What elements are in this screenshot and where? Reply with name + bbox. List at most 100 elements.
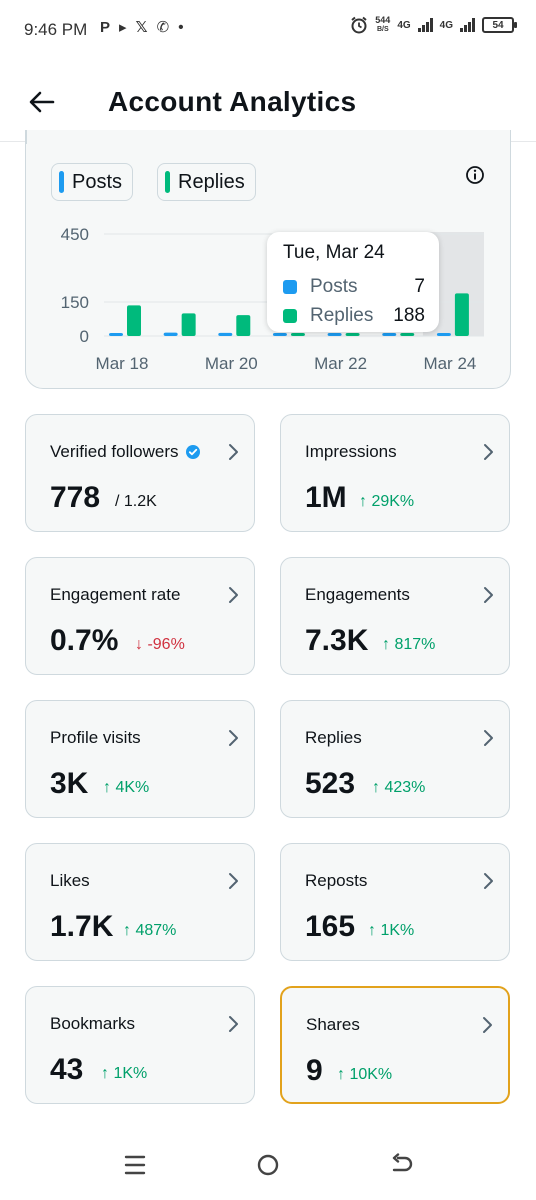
network-type-1: 4G — [397, 19, 411, 31]
stat-card-profile-visits[interactable]: Profile visits 3K ↑ 4K% — [25, 700, 255, 818]
info-icon[interactable] — [465, 165, 485, 185]
menu-icon — [124, 1155, 146, 1175]
stat-title-text: Profile visits — [50, 728, 141, 747]
bar-replies-mar-18[interactable] — [127, 305, 141, 336]
legend-posts-label: Posts — [72, 170, 123, 193]
stat-delta: ↑ 29K% — [359, 493, 415, 510]
home-button[interactable] — [254, 1152, 282, 1178]
x-tick-label: Mar 20 — [205, 354, 258, 373]
tooltip-posts-value: 7 — [414, 275, 425, 297]
bar-posts-mar-23[interactable] — [382, 333, 397, 336]
chevron-right-icon — [229, 444, 238, 460]
stat-delta: / 1.2K — [115, 493, 157, 510]
tooltip-posts-label: Posts — [310, 275, 358, 297]
stat-card-reposts[interactable]: Reposts 165 ↑ 1K% — [280, 843, 510, 961]
stat-value: 7.3K — [305, 624, 369, 657]
p-app-icon: P — [100, 19, 111, 36]
stat-title-text: Shares — [306, 1015, 360, 1034]
chevron-right-icon — [229, 587, 238, 603]
stat-value: 1.7K — [50, 910, 114, 943]
chevron-right-icon — [484, 873, 493, 889]
stat-card-shares[interactable]: Shares 9 ↑ 10K% — [280, 986, 510, 1104]
stat-title: Reposts — [305, 871, 367, 891]
bar-posts-mar-21[interactable] — [272, 333, 287, 336]
stat-card-bookmarks[interactable]: Bookmarks 43 ↑ 1K% — [25, 986, 255, 1104]
back-button[interactable] — [24, 84, 60, 120]
stat-title: Engagements — [305, 585, 410, 605]
play-app-icon: ▸ — [119, 19, 127, 36]
bar-replies-mar-22[interactable] — [345, 333, 360, 336]
whatsapp-icon: ✆ — [156, 19, 170, 36]
system-nav-bar — [0, 1130, 536, 1200]
stat-delta: ↓ -96% — [135, 636, 185, 653]
stat-value: 523 — [305, 767, 356, 800]
stat-title: Shares — [306, 1015, 360, 1035]
stat-delta: ↑ 817% — [382, 636, 436, 653]
bar-replies-mar-23[interactable] — [400, 333, 415, 336]
stat-title: Bookmarks — [50, 1014, 135, 1034]
chevron-right-icon — [484, 730, 493, 746]
stat-card-engagement-rate[interactable]: Engagement rate 0.7% ↓ -96% — [25, 557, 255, 675]
bar-posts-mar-19[interactable] — [163, 332, 178, 336]
bar-replies-mar-24[interactable] — [454, 293, 469, 336]
stat-value: 1M — [305, 481, 347, 514]
stat-title: Engagement rate — [50, 585, 180, 605]
stat-title: Replies — [305, 728, 362, 748]
app-header: Account Analytics — [0, 62, 536, 142]
more-notifications-icon: • — [178, 19, 184, 36]
legend-replies-toggle[interactable]: Replies — [157, 163, 256, 201]
bar-replies-mar-21[interactable] — [290, 333, 305, 336]
tooltip-row-replies: Replies 188 — [283, 301, 425, 330]
signal-icon-2 — [460, 18, 475, 32]
home-circle-icon — [257, 1154, 279, 1176]
back-icon — [392, 1153, 413, 1172]
chevron-right-icon — [483, 1017, 492, 1033]
stat-title: Verified followers — [50, 442, 201, 462]
recents-button[interactable] — [121, 1152, 149, 1178]
notification-icons: P ▸ 𝕏 ✆ • — [100, 18, 183, 38]
bar-replies-mar-20[interactable] — [236, 315, 251, 336]
stat-card-engagements[interactable]: Engagements 7.3K ↑ 817% — [280, 557, 510, 675]
stat-card-likes[interactable]: Likes 1.7K ↑ 487% — [25, 843, 255, 961]
bar-posts-mar-18[interactable] — [109, 333, 123, 336]
nav-back-button[interactable] — [388, 1152, 416, 1178]
stat-card-impressions[interactable]: Impressions 1M ↑ 29K% — [280, 414, 510, 532]
tooltip-date: Tue, Mar 24 — [283, 242, 385, 263]
stat-delta: ↑ 1K% — [101, 1065, 148, 1082]
stat-value: 165 — [305, 910, 356, 943]
stat-delta: ↑ 423% — [372, 779, 426, 796]
chart-card: Posts Replies 450 150 0 Mar 18 Mar 20 Mar 22 M… — [25, 130, 511, 389]
bar-replies-mar-19[interactable] — [181, 313, 196, 336]
stat-card-verified-followers[interactable]: Verified followers 778 / 1.2K — [25, 414, 255, 532]
net-speed: 544 B/S — [375, 15, 391, 34]
stat-title-text: Verified followers — [50, 442, 179, 461]
stat-card-replies[interactable]: Replies 523 ↑ 423% — [280, 700, 510, 818]
legend-posts-toggle[interactable]: Posts — [51, 163, 134, 201]
x-tick-label: Mar 22 — [314, 354, 367, 373]
chevron-right-icon — [484, 587, 493, 603]
stat-title: Impressions — [305, 442, 397, 462]
y-tick-label: 450 — [61, 225, 89, 244]
stat-value: 0.7% — [50, 624, 119, 657]
bar-posts-mar-20[interactable] — [218, 332, 233, 336]
bar-posts-mar-24[interactable] — [436, 333, 451, 336]
tooltip-replies-label: Replies — [310, 304, 374, 326]
x-app-icon: 𝕏 — [135, 19, 148, 36]
bar-posts-mar-22[interactable] — [327, 333, 342, 336]
stat-title-text: Likes — [50, 871, 90, 890]
stat-value: 43 — [50, 1053, 84, 1086]
y-tick-label: 150 — [61, 293, 89, 312]
system-icons: 544 B/S 4G 4G 54 — [350, 15, 517, 34]
stat-value: 778 — [50, 481, 101, 514]
signal-icon — [417, 18, 433, 32]
chart-tooltip: Tue, Mar 24 Posts 7 Replies 188 — [267, 232, 439, 332]
page-title: Account Analytics — [108, 86, 357, 117]
verified-badge-icon — [185, 445, 200, 459]
stat-title-text: Impressions — [305, 442, 397, 461]
network-type-2: 4G — [439, 19, 453, 31]
stat-delta: ↑ 10K% — [337, 1066, 393, 1083]
tooltip-posts-swatch — [283, 279, 297, 294]
chevron-right-icon — [484, 444, 493, 460]
chevron-right-icon — [229, 1016, 238, 1032]
stat-delta: ↑ 487% — [123, 922, 177, 939]
